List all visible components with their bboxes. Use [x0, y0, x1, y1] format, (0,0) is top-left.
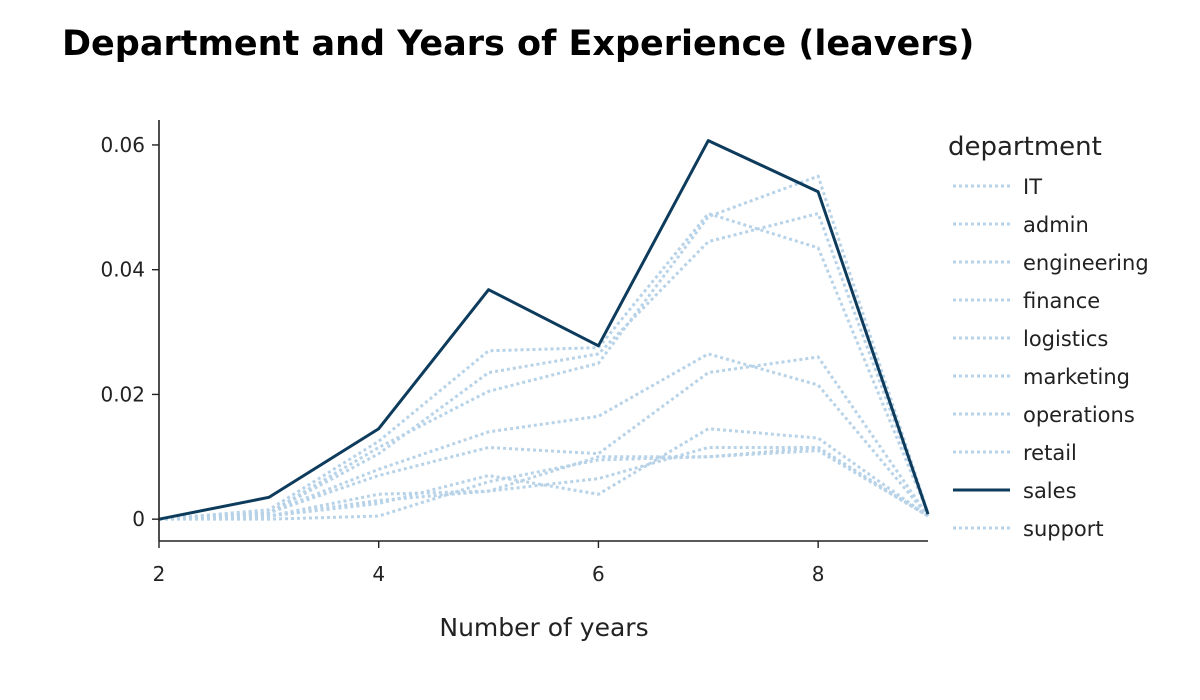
- legend-item-marketing[interactable]: marketing: [953, 365, 1130, 389]
- legend-label: retail: [1023, 441, 1077, 465]
- legend-label: operations: [1023, 403, 1135, 427]
- series-line-retail: [158, 445, 929, 521]
- legend-label: admin: [1023, 213, 1089, 237]
- series-line-admin: [158, 445, 929, 521]
- y-tick-label: 0.06: [100, 133, 145, 157]
- x-tick-label: 6: [592, 562, 605, 586]
- y-axis: 0 0.02 0.04 0.06: [100, 133, 159, 531]
- legend-item-it[interactable]: IT: [953, 175, 1042, 199]
- chart-title: Department and Years of Experience (leav…: [62, 24, 975, 64]
- series-line-sales: [158, 139, 930, 521]
- x-axis-title: Number of years: [439, 613, 648, 642]
- x-axis: 2 4 6 8: [153, 541, 825, 586]
- legend: department IT admin engineering finance logi…: [948, 132, 1149, 541]
- y-tick-label: 0.04: [100, 258, 145, 282]
- legend-label: engineering: [1023, 251, 1149, 275]
- series-line-support: [158, 355, 930, 521]
- legend-item-sales[interactable]: sales: [953, 479, 1077, 503]
- x-tick-label: 4: [372, 562, 385, 586]
- plot-area: [158, 139, 930, 521]
- y-tick-label: 0: [132, 507, 145, 531]
- x-tick-label: 8: [812, 562, 825, 586]
- legend-label: support: [1023, 517, 1104, 541]
- legend-item-engineering[interactable]: engineering: [953, 251, 1149, 275]
- x-tick-label: 2: [153, 562, 166, 586]
- legend-label: sales: [1023, 479, 1077, 503]
- legend-label: marketing: [1023, 365, 1130, 389]
- legend-item-logistics[interactable]: logistics: [953, 327, 1108, 351]
- legend-label: logistics: [1023, 327, 1108, 351]
- legend-item-finance[interactable]: finance: [953, 289, 1100, 313]
- legend-title: department: [948, 132, 1102, 162]
- legend-item-retail[interactable]: retail: [953, 441, 1077, 465]
- series-line-marketing: [158, 212, 930, 521]
- series-line-logistics: [159, 449, 929, 521]
- series-line-engineering: [158, 212, 930, 521]
- series-line-finance: [158, 427, 929, 521]
- legend-item-support[interactable]: support: [953, 517, 1104, 541]
- legend-label: IT: [1023, 175, 1042, 199]
- legend-item-admin[interactable]: admin: [953, 213, 1089, 237]
- legend-item-operations[interactable]: operations: [953, 403, 1135, 427]
- legend-label: finance: [1023, 289, 1100, 313]
- y-tick-label: 0.02: [100, 382, 145, 406]
- series-line-operations: [158, 174, 930, 521]
